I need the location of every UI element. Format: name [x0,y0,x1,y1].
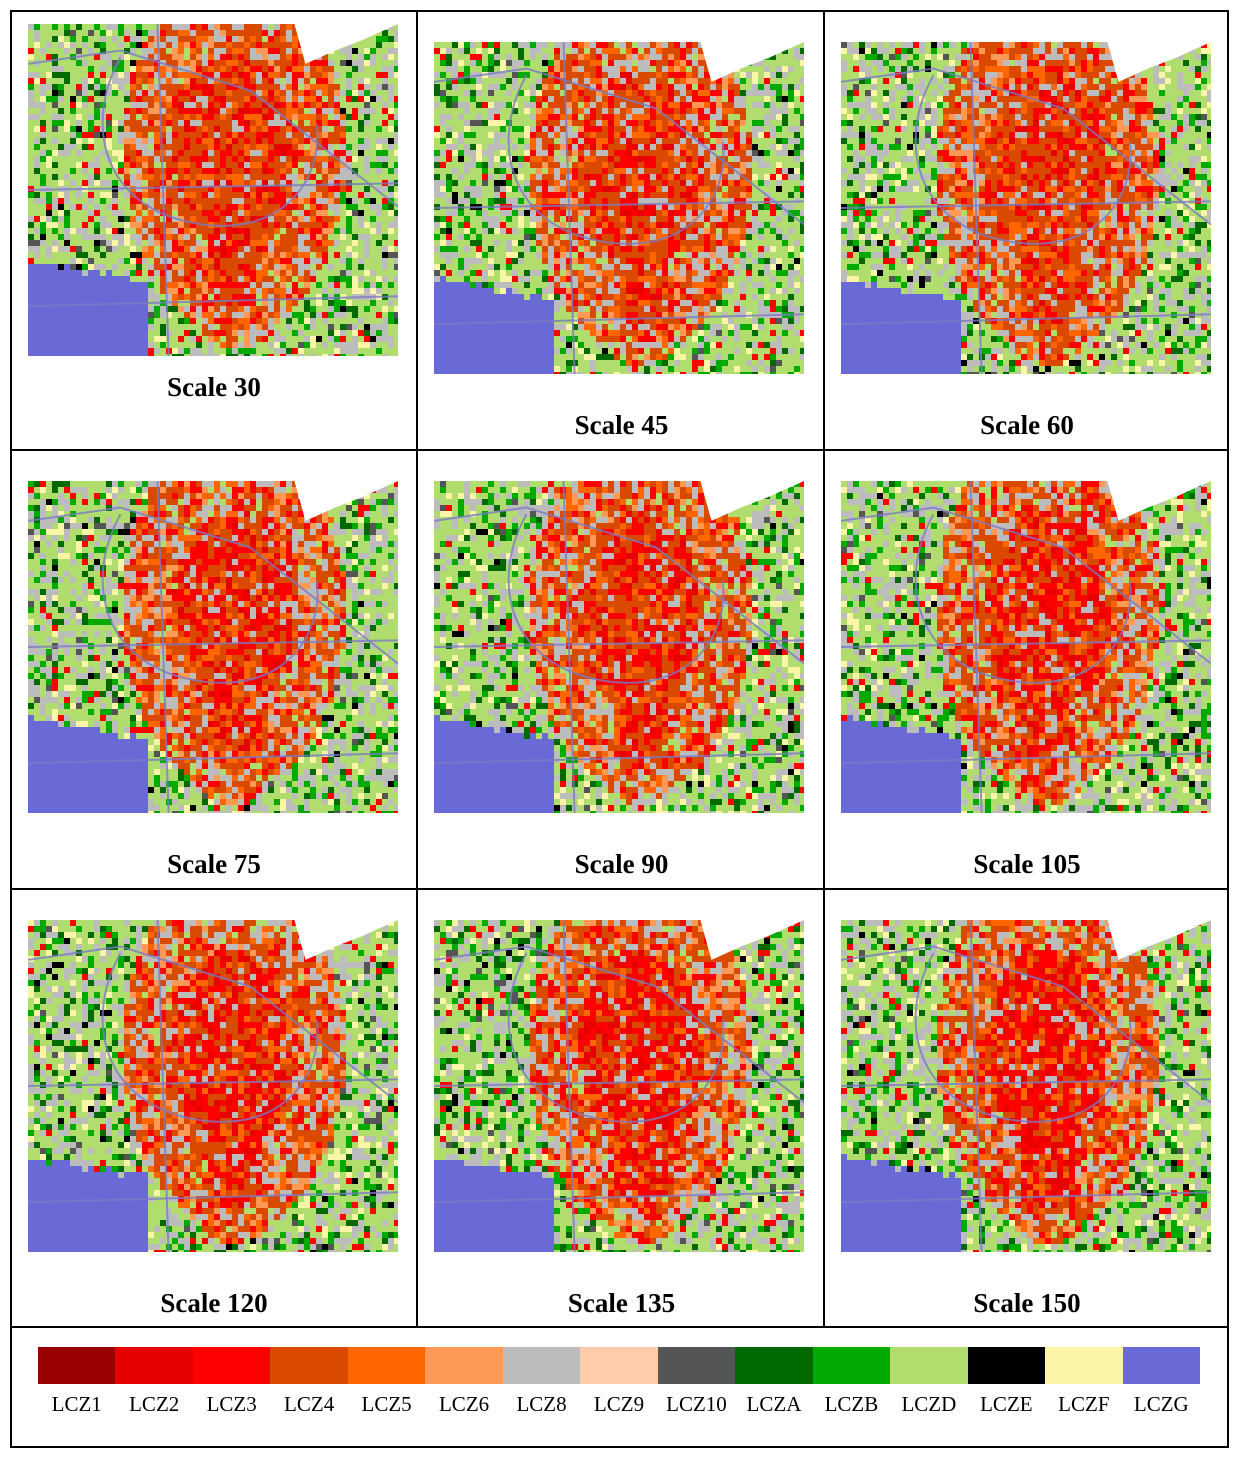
legend-label: LCZ3 [193,1392,270,1417]
legend-swatch [425,1347,503,1384]
figure-frame: Scale 30 Scale 45 Scale 60 Scale 75 Scale 90… [10,10,1229,1448]
panel-divider [823,12,825,1326]
map-panel: Scale 75 [12,451,416,888]
map-panel: Scale 105 [825,451,1229,888]
legend-label: LCZF [1045,1392,1122,1417]
legend-swatch [192,1347,271,1384]
legend-color-bar [38,1347,1201,1384]
map-panel: Scale 90 [418,451,825,888]
panel-caption: Scale 75 [12,849,416,880]
legend-label: LCZ5 [348,1392,425,1417]
lcz-map [841,42,1211,374]
lcz-map [434,920,804,1252]
legend-swatch [657,1347,736,1384]
legend-swatch [890,1347,968,1384]
legend-label: LCZ10 [658,1392,735,1417]
lcz-map [28,481,398,813]
legend-swatch [270,1347,348,1384]
legend-swatch [812,1347,891,1384]
map-panel: Scale 150 [825,890,1229,1327]
legend-label: LCZE [968,1392,1045,1417]
legend-label: LCZ2 [115,1392,192,1417]
legend-label: LCZA [735,1392,812,1417]
lcz-map [841,920,1211,1252]
legend-label: LCZ8 [503,1392,580,1417]
legend-swatch [1122,1347,1201,1384]
legend-swatch [967,1347,1046,1384]
panel-divider [416,12,418,1326]
legend-swatch [38,1347,116,1384]
map-panel: Scale 45 [418,12,825,449]
panel-divider [12,1326,1227,1328]
panel-caption: Scale 135 [418,1288,825,1319]
lcz-map [28,24,398,356]
map-panel: Scale 60 [825,12,1229,449]
panel-caption: Scale 90 [418,849,825,880]
legend: LCZ1 LCZ2 LCZ3 LCZ4 LCZ5 LCZ6 LCZ8 LCZ9 LCZ10 LCZ… [12,1328,1227,1446]
legend-label: LCZD [890,1392,967,1417]
legend-label: LCZ6 [425,1392,502,1417]
map-panel: Scale 30 [12,12,416,449]
panel-caption: Scale 120 [12,1288,416,1319]
legend-label: LCZG [1123,1392,1200,1417]
map-panel: Scale 135 [418,890,825,1327]
legend-swatch [502,1347,581,1384]
panel-caption: Scale 150 [825,1288,1229,1319]
panel-caption: Scale 105 [825,849,1229,880]
panel-caption: Scale 45 [418,410,825,441]
legend-swatch [735,1347,813,1384]
legend-label: LCZ4 [270,1392,347,1417]
lcz-map [841,481,1211,813]
lcz-map [434,481,804,813]
legend-swatch [115,1347,193,1384]
lcz-map [28,920,398,1252]
panel-caption: Scale 60 [825,410,1229,441]
legend-label: LCZ9 [580,1392,657,1417]
legend-swatch [580,1347,658,1384]
lcz-map [434,42,804,374]
legend-swatch [1045,1347,1123,1384]
panel-divider [12,888,1227,890]
map-panel: Scale 120 [12,890,416,1327]
legend-swatch [347,1347,426,1384]
panel-caption: Scale 30 [12,372,416,403]
legend-label: LCZB [813,1392,890,1417]
legend-labels: LCZ1 LCZ2 LCZ3 LCZ4 LCZ5 LCZ6 LCZ8 LCZ9 LCZ10 LCZ… [38,1392,1200,1417]
panel-divider [12,449,1227,451]
legend-label: LCZ1 [38,1392,115,1417]
